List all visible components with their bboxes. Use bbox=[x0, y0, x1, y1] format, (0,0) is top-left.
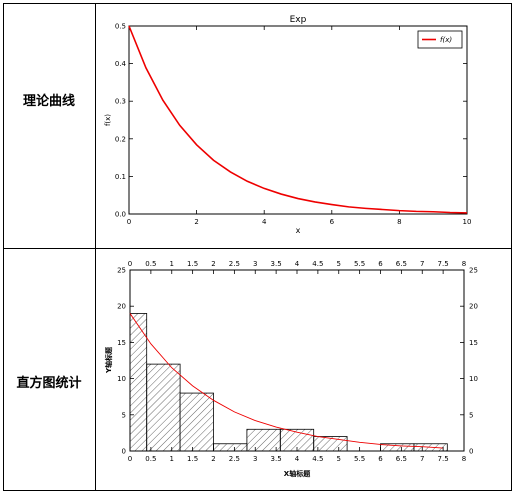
x-tick-label-bottom: 1.5 bbox=[187, 455, 198, 463]
x-tick-label-top: 3 bbox=[253, 260, 257, 268]
legend-box bbox=[417, 30, 463, 49]
y-tick-label-left: 20 bbox=[117, 303, 126, 311]
x-axis-label: x bbox=[296, 226, 301, 235]
y-tick-label-right: 25 bbox=[469, 267, 478, 275]
histogram-bar bbox=[246, 428, 281, 452]
x-tick-label-bottom: 5 bbox=[337, 455, 341, 463]
layout-table bbox=[3, 3, 512, 491]
x-tick-label-bottom: 8 bbox=[462, 455, 466, 463]
y-tick-label: 0.3 bbox=[115, 98, 126, 106]
y-axis-label: Y轴标题 bbox=[104, 346, 113, 374]
table-row-divider bbox=[3, 248, 512, 249]
x-tick-label-top: 6.5 bbox=[396, 260, 407, 268]
table-column-divider bbox=[95, 3, 96, 491]
histogram-bar bbox=[146, 363, 181, 452]
x-tick-label-top: 7 bbox=[420, 260, 424, 268]
x-tick-label-bottom: 7.5 bbox=[438, 455, 449, 463]
exp-line-chart: Exp x f(x) 0 2 4 6 8 10 0.0 0.1 0.2 0.3 0.4 0.5 f(x… bbox=[104, 15, 472, 235]
x-tick-label-top: 5.5 bbox=[354, 260, 365, 268]
x-tick-label-bottom: 4.5 bbox=[312, 455, 323, 463]
fit-curve bbox=[129, 313, 444, 449]
x-tick-label-bottom: 6 bbox=[378, 455, 383, 463]
x-tick-label-bottom: 0 bbox=[128, 455, 132, 463]
x-tick-label-top: 1.5 bbox=[187, 260, 198, 268]
y-tick-label: 0.5 bbox=[115, 23, 126, 31]
histogram-chart: 000.50.5111.51.5222.52.5333.53.5444.54.5… bbox=[104, 260, 478, 478]
x-tick-label-top: 0 bbox=[128, 260, 132, 268]
x-tick-label-top: 2 bbox=[211, 260, 215, 268]
x-tick-label-top: 2.5 bbox=[229, 260, 240, 268]
y-tick-label-left: 10 bbox=[117, 375, 126, 383]
x-tick-label-top: 4.5 bbox=[312, 260, 323, 268]
x-axis-label: X轴标题 bbox=[284, 469, 311, 478]
x-tick-label-top: 5 bbox=[337, 260, 341, 268]
y-tick-label-left: 0 bbox=[122, 448, 126, 456]
histogram-bar bbox=[179, 392, 214, 452]
x-tick-label: 10 bbox=[463, 218, 472, 226]
plot-area bbox=[128, 25, 468, 215]
legend-entry: f(x) bbox=[440, 36, 452, 44]
x-tick-label-bottom: 5.5 bbox=[354, 455, 365, 463]
y-tick-label-left: 5 bbox=[122, 411, 126, 419]
x-tick-label: 2 bbox=[194, 218, 198, 226]
x-tick-label-bottom: 1 bbox=[170, 455, 174, 463]
x-tick-label-bottom: 3 bbox=[253, 455, 257, 463]
y-tick-label-right: 5 bbox=[469, 411, 473, 419]
y-tick-label: 0.4 bbox=[115, 60, 127, 68]
tick-group: 0 2 4 6 8 10 0.0 0.1 0.2 0.3 0.4 0.5 bbox=[115, 23, 472, 227]
row-label-theory-curve: 理论曲线 bbox=[22, 94, 75, 109]
y-tick-label-left: 25 bbox=[117, 267, 126, 275]
series-line-f-x bbox=[128, 25, 468, 214]
row-label-histogram: 直方图统计 bbox=[16, 376, 82, 391]
x-tick-label-top: 7.5 bbox=[438, 260, 449, 268]
x-tick-label-bottom: 0.5 bbox=[145, 455, 156, 463]
y-tick-label-right: 20 bbox=[469, 303, 478, 311]
y-tick-label-right: 0 bbox=[469, 448, 473, 456]
x-tick-label-bottom: 4 bbox=[295, 455, 300, 463]
x-tick-label: 4 bbox=[262, 218, 267, 226]
x-tick-label: 8 bbox=[397, 218, 401, 226]
x-tick-label: 0 bbox=[127, 218, 131, 226]
y-tick-label-right: 10 bbox=[469, 375, 478, 383]
x-tick-label-bottom: 7 bbox=[420, 455, 424, 463]
x-tick-label-top: 3.5 bbox=[271, 260, 282, 268]
chart-title: Exp bbox=[290, 15, 307, 25]
x-tick-label-top: 4 bbox=[295, 260, 300, 268]
x-tick-label-bottom: 3.5 bbox=[271, 455, 282, 463]
y-tick-label-right: 15 bbox=[469, 339, 478, 347]
x-tick-label-top: 1 bbox=[170, 260, 174, 268]
x-tick-label-bottom: 2 bbox=[211, 455, 215, 463]
x-tick-label-bottom: 6.5 bbox=[396, 455, 407, 463]
y-tick-label-left: 15 bbox=[117, 339, 126, 347]
x-tick-label-top: 6 bbox=[378, 260, 383, 268]
x-tick-label-bottom: 2.5 bbox=[229, 455, 240, 463]
x-tick-label-top: 8 bbox=[462, 260, 466, 268]
y-tick-label: 0.1 bbox=[115, 173, 126, 181]
y-axis-label: f(x) bbox=[104, 114, 112, 126]
histogram-bar bbox=[213, 443, 248, 452]
x-tick-label-top: 0.5 bbox=[145, 260, 156, 268]
y-tick-label: 0.2 bbox=[115, 135, 126, 143]
legend: f(x) bbox=[417, 30, 463, 49]
x-tick-label: 6 bbox=[330, 218, 335, 226]
tick-group: 000.50.5111.51.5222.52.5333.53.5444.54.5… bbox=[117, 260, 478, 463]
y-tick-label: 0.0 bbox=[115, 211, 126, 219]
